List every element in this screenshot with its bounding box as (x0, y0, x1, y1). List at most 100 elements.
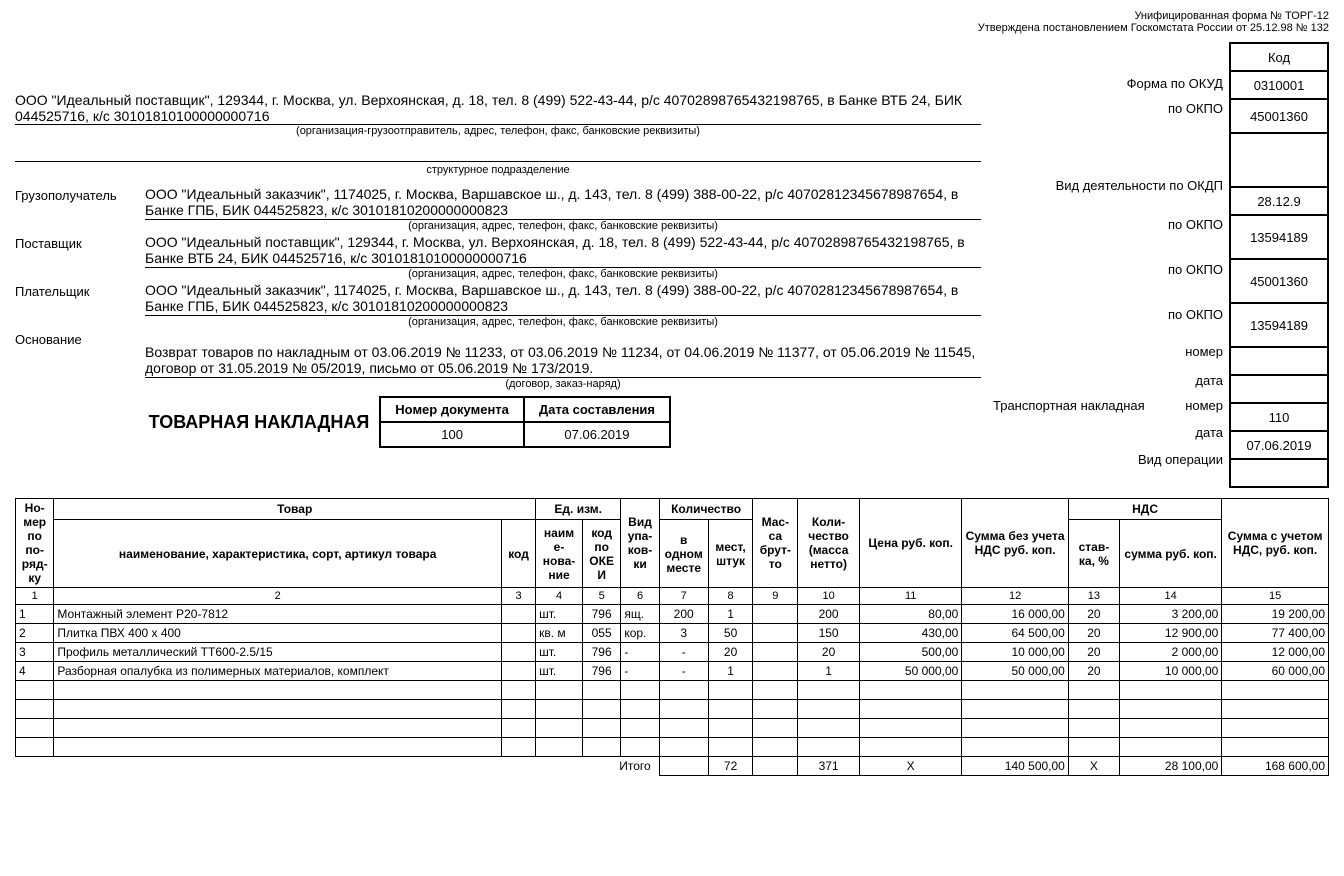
goods-table: Но-мер по по-ряд-ку Товар Ед. изм. Вид у… (15, 498, 1329, 776)
supplier-text: ООО "Идеальный поставщик", 129344, г. Мо… (145, 234, 981, 268)
basis-text: Возврат товаров по накладным от 03.06.20… (145, 344, 981, 378)
table-row: 4Разборная опалубка из полимерных матери… (16, 662, 1329, 681)
doc-title: ТОВАРНАЯ НАКЛАДНАЯ (15, 412, 369, 433)
colnum: 5 (582, 588, 620, 605)
table-row: 2Плитка ПВХ 400 х 400кв. м055кор.3501504… (16, 624, 1329, 643)
consignee-caption: (организация, адрес, телефон, факс, банк… (145, 220, 981, 232)
okdp-label: Вид деятельности по ОКДП (989, 178, 1229, 193)
supplier-caption: (организация, адрес, телефон, факс, банк… (145, 268, 981, 280)
doc-number: 100 (380, 422, 524, 447)
th-vat: НДС (1068, 499, 1221, 520)
code-operation (1230, 459, 1328, 487)
totals-sum: 140 500,00 (962, 757, 1069, 776)
code-okpo-payer: 13594189 (1230, 303, 1328, 347)
th-unit-code: код по ОКЕ И (582, 520, 620, 588)
consignee-text: ООО "Идеальный заказчик", 1174025, г. Мо… (145, 186, 981, 220)
basis-label: Основание (15, 330, 145, 390)
colnum: 10 (798, 588, 860, 605)
code-basis-number (1230, 347, 1328, 375)
code-table: Код 0310001 45001360 28.12.9 13594189 45… (1229, 42, 1329, 488)
code-okud: 0310001 (1230, 71, 1328, 99)
form-header-1: Унифицированная форма № ТОРГ-12 (15, 10, 1329, 22)
date-label-1: дата (989, 373, 1229, 388)
okpo-label-1: по ОКПО (989, 101, 1229, 116)
okud-label: Форма по ОКУД (989, 76, 1229, 91)
totals-row: Итого 72 371 Х 140 500,00 Х 28 100,00 16… (16, 757, 1329, 776)
code-header: Код (1230, 43, 1328, 71)
totals-vs: 28 100,00 (1120, 757, 1222, 776)
colnum: 7 (659, 588, 708, 605)
okpo-label-4: по ОКПО (989, 307, 1229, 322)
colnum: 3 (501, 588, 535, 605)
code-transport-number: 110 (1230, 403, 1328, 431)
code-okpo-sender: 45001360 (1230, 99, 1328, 133)
th-goods-name: наименование, характеристика, сорт, арти… (54, 520, 502, 588)
code-blank-1 (1230, 133, 1328, 187)
okpo-label-3: по ОКПО (989, 262, 1229, 277)
doc-number-box: Номер документа Дата составления 100 07.… (379, 396, 671, 448)
payer-caption: (организация, адрес, телефон, факс, банк… (145, 316, 981, 328)
code-okpo-supplier: 45001360 (1230, 259, 1328, 303)
colnum: 6 (621, 588, 659, 605)
colnum: 9 (753, 588, 798, 605)
th-price: Цена руб. коп. (860, 499, 962, 588)
th-unit: Ед. изм. (536, 499, 621, 520)
th-qty-place: в одном месте (659, 520, 708, 588)
doc-date: 07.06.2019 (524, 422, 670, 447)
empty-row (16, 719, 1329, 738)
colnum: 14 (1120, 588, 1222, 605)
doc-date-header: Дата составления (524, 397, 670, 422)
colnum: 13 (1068, 588, 1119, 605)
th-vat-sum: сумма руб. коп. (1120, 520, 1222, 588)
colnum: 1 (16, 588, 54, 605)
colnum: 15 (1222, 588, 1329, 605)
subdivision-caption: структурное подразделение (15, 164, 981, 176)
th-vat-rate: став-ка, % (1068, 520, 1119, 588)
number-label-2: номер (1185, 398, 1229, 413)
basis-caption: (договор, заказ-наряд) (145, 378, 981, 390)
okpo-label-2: по ОКПО (989, 217, 1229, 232)
colnum: 12 (962, 588, 1069, 605)
form-header-2: Утверждена постановлением Госкомстата Ро… (15, 22, 1329, 34)
totals-vr: Х (1068, 757, 1119, 776)
totals-price: Х (860, 757, 962, 776)
colnum: 11 (860, 588, 962, 605)
colnum: 2 (54, 588, 502, 605)
th-goods: Товар (54, 499, 536, 520)
code-okdp: 28.12.9 (1230, 187, 1328, 215)
number-label-1: номер (989, 344, 1229, 359)
supplier-label: Поставщик (15, 234, 145, 280)
code-basis-date (1230, 375, 1328, 403)
th-num: Но-мер по по-ряд-ку (16, 499, 54, 588)
th-sum-no-vat: Сумма без учета НДС руб. коп. (962, 499, 1069, 588)
table-row: 3Профиль металлический ТТ600-2.5/15шт.79… (16, 643, 1329, 662)
th-net: Коли-чество (масса нетто) (798, 499, 860, 588)
th-mass: Мас-са брут-то (753, 499, 798, 588)
sender-text: ООО "Идеальный поставщик", 129344, г. Мо… (15, 92, 981, 125)
th-goods-code: код (501, 520, 535, 588)
table-row: 1Монтажный элемент Р20-7812шт.796ящ.2001… (16, 605, 1329, 624)
totals-qm: 72 (708, 757, 753, 776)
operation-label: Вид операции (989, 452, 1229, 467)
date-label-2: дата (989, 425, 1229, 440)
th-sum-vat: Сумма с учетом НДС, руб. коп. (1222, 499, 1329, 588)
doc-number-header: Номер документа (380, 397, 524, 422)
empty-row (16, 700, 1329, 719)
colnum: 8 (708, 588, 753, 605)
totals-total: 168 600,00 (1222, 757, 1329, 776)
th-qty-places: мест, штук (708, 520, 753, 588)
colnum: 4 (536, 588, 583, 605)
code-transport-date: 07.06.2019 (1230, 431, 1328, 459)
payer-label: Плательщик (15, 282, 145, 328)
empty-row (16, 738, 1329, 757)
empty-row (16, 681, 1329, 700)
payer-text: ООО "Идеальный заказчик", 1174025, г. Мо… (145, 282, 981, 316)
code-okpo-consignee: 13594189 (1230, 215, 1328, 259)
totals-net: 371 (798, 757, 860, 776)
th-qty: Количество (659, 499, 753, 520)
consignee-label: Грузополучатель (15, 186, 145, 232)
th-pack: Вид упа-ков-ки (621, 499, 659, 588)
sender-caption: (организация-грузоотправитель, адрес, те… (15, 125, 981, 137)
th-unit-name: наим е-нова-ние (536, 520, 583, 588)
transport-label: Транспортная накладная (989, 398, 1185, 413)
